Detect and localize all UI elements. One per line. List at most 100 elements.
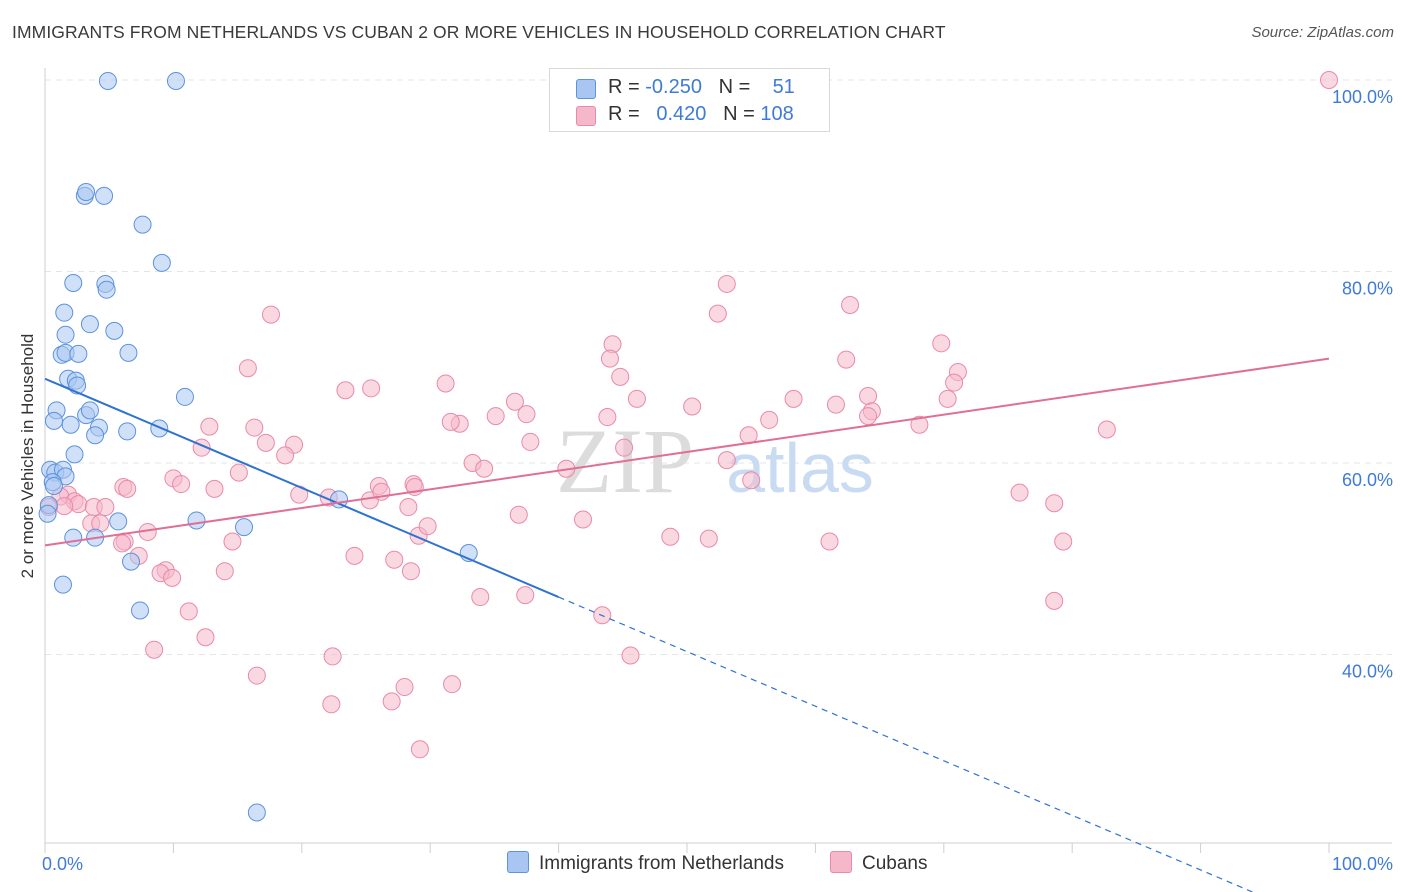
cubans-point (708, 304, 727, 323)
tick-labels: 40.0% 60.0% 80.0% 100.0% 0.0% 100.0% (42, 87, 1393, 874)
netherlands-point (61, 415, 80, 434)
cubans-point (1045, 494, 1064, 513)
legend-swatch-blue (576, 79, 596, 99)
cubans-point (229, 463, 248, 482)
netherlands-point (64, 528, 83, 547)
cubans-point (399, 498, 418, 517)
cubans-point (196, 628, 215, 647)
cubans-point (841, 296, 860, 315)
legend-r-value: 0.420 (656, 103, 707, 125)
cubans-point (1097, 420, 1116, 439)
cubans-point (859, 407, 878, 426)
legend-n-value: 51 (772, 76, 795, 98)
cubans-point (573, 510, 592, 529)
bottom-legend-label: Cubans (862, 853, 928, 874)
cubans-point (261, 305, 280, 324)
netherlands-point (44, 411, 63, 430)
cubans-point (717, 274, 736, 293)
cubans-point (179, 602, 198, 621)
netherlands-point (64, 273, 83, 292)
cubans-point (345, 546, 364, 565)
cubans-point (661, 527, 680, 546)
cubans-point (245, 418, 264, 437)
cubans-trend-line (44, 357, 1330, 547)
cubans-point (247, 666, 266, 685)
cubans-point (418, 517, 437, 536)
cubans-point (256, 433, 275, 452)
netherlands-point (122, 552, 141, 571)
cubans-point (932, 334, 951, 353)
netherlands-point (98, 71, 117, 90)
cubans-point (1045, 591, 1064, 610)
cubans-point (276, 446, 295, 465)
cubans-point (760, 410, 779, 429)
cubans-point (1010, 483, 1029, 502)
netherlands-trend-extension (558, 596, 1255, 892)
cubans-point (223, 532, 242, 551)
cubans-point (322, 695, 341, 714)
y-tick-label: 60.0% (1342, 470, 1393, 490)
cubans-point (699, 529, 718, 548)
cubans-point (362, 379, 381, 398)
cubans-point (382, 692, 401, 711)
cubans-point (443, 675, 462, 694)
cubans-point (837, 350, 856, 369)
bottom-legend-label: Immigrants from Netherlands (539, 853, 784, 874)
cubans-point (509, 505, 528, 524)
y-tick-label: 100.0% (1332, 87, 1393, 107)
cubans-point (598, 408, 617, 427)
cubans-point (621, 646, 640, 665)
netherlands-point (69, 344, 88, 363)
stats-legend: R = -0.250 N = 51 R = 0.420 N = 108 (549, 68, 830, 132)
cubans-point (475, 459, 494, 478)
cubans-point (742, 471, 761, 490)
cubans-point (717, 451, 736, 470)
cubans-point (395, 678, 414, 697)
cubans-point (784, 389, 803, 408)
cubans-point (441, 412, 460, 431)
cubans-point (215, 562, 234, 581)
bottom-legend-swatch-blue (507, 851, 529, 873)
cubans-point (200, 417, 219, 436)
y-axis-label: 2 or more Vehicles in Household (18, 334, 37, 579)
netherlands-point (150, 419, 169, 438)
cubans-point (96, 498, 115, 517)
bottom-legend-netherlands[interactable]: Immigrants from Netherlands (507, 851, 784, 875)
cubans-point (517, 405, 536, 424)
cubans-point (615, 438, 634, 457)
y-tick-label: 40.0% (1342, 662, 1393, 682)
netherlands-point (38, 504, 57, 523)
cubans-point (205, 479, 224, 498)
cubans-point (336, 381, 355, 400)
bottom-legend-swatch-pink (830, 851, 852, 873)
source-credit: Source: ZipAtlas.com (1251, 24, 1394, 41)
cubans-point (683, 397, 702, 416)
legend-swatch-pink (576, 106, 596, 126)
netherlands-point (53, 575, 72, 594)
cubans-point (410, 740, 429, 759)
netherlands-point (187, 511, 206, 530)
legend-n-label: N = (718, 76, 751, 98)
netherlands-point (56, 325, 75, 344)
cubans-point (910, 415, 929, 434)
netherlands-point (131, 601, 150, 620)
x-tick-label: 0.0% (42, 854, 83, 874)
cubans-point (145, 640, 164, 659)
netherlands-point (65, 445, 84, 464)
netherlands-point (119, 343, 138, 362)
cubans-point (516, 586, 535, 605)
netherlands-point (86, 426, 105, 445)
netherlands-point (95, 186, 114, 205)
cubans-point (859, 386, 878, 405)
bottom-legend-cubans[interactable]: Cubans (830, 851, 928, 875)
cubans-point (118, 479, 137, 498)
netherlands-points (38, 71, 478, 822)
cubans-point (385, 550, 404, 569)
cubans-point (611, 367, 630, 386)
legend-r-label: R = (608, 76, 640, 98)
trend-lines (44, 357, 1330, 892)
legend-r-value: -0.250 (645, 76, 702, 98)
netherlands-trend-line (44, 377, 559, 598)
cubans-point (323, 647, 342, 666)
cubans-point (55, 497, 74, 516)
